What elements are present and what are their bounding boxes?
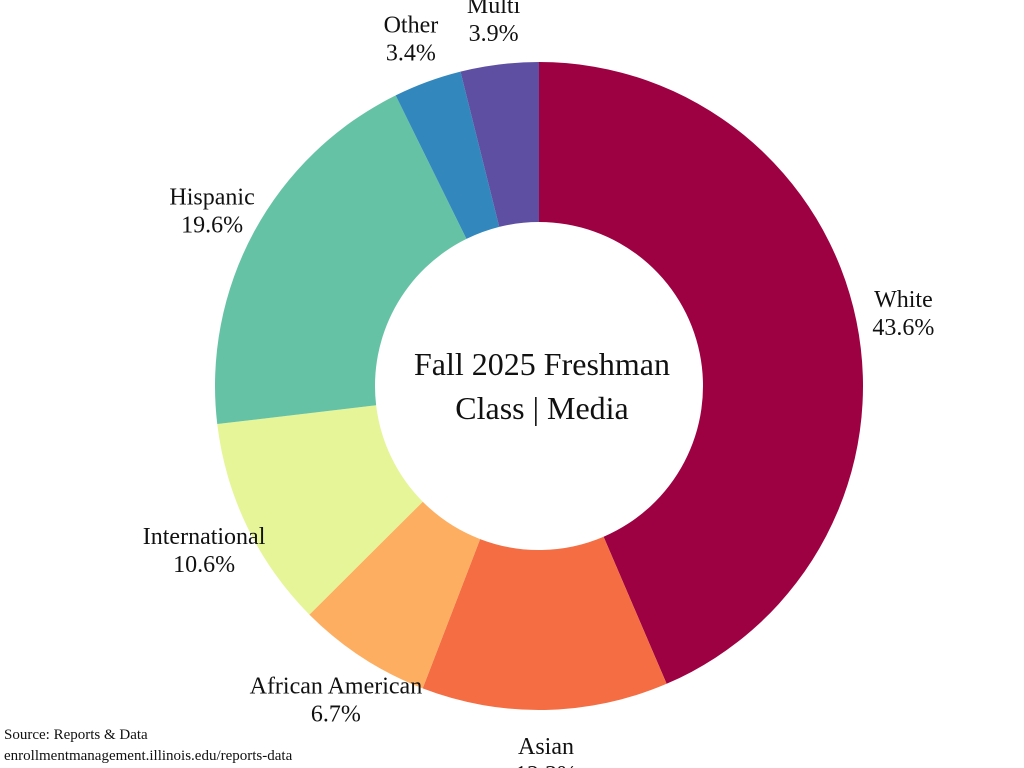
slice-value-label: 19.6% xyxy=(181,212,243,238)
slice-name-label: International xyxy=(143,524,266,550)
slice-hispanic xyxy=(215,95,467,425)
slice-name-label: Asian xyxy=(518,734,574,760)
slice-value-label: 12.3% xyxy=(515,762,577,768)
slice-name-label: Multi xyxy=(467,0,521,19)
slice-other xyxy=(395,71,500,239)
slice-value-label: 43.6% xyxy=(872,315,934,341)
slice-name-label: White xyxy=(874,287,933,313)
slice-white xyxy=(539,62,863,684)
slice-name-label: African American xyxy=(250,674,423,700)
source-url: enrollmentmanagement.illinois.edu/report… xyxy=(4,748,293,764)
slices-group xyxy=(215,62,863,710)
slice-value-label: 10.6% xyxy=(173,552,235,578)
chart-title-line-2: Class | Media xyxy=(455,390,629,426)
slice-asian xyxy=(422,536,667,710)
slice-name-label: Hispanic xyxy=(169,184,254,210)
slice-value-label: 6.7% xyxy=(311,702,361,728)
slice-multi xyxy=(460,62,539,227)
chart-title-line-1: Fall 2025 Freshman xyxy=(414,346,670,382)
source-label: Source: Reports & Data xyxy=(4,727,148,743)
slice-value-label: 3.9% xyxy=(469,21,519,47)
slice-value-label: 3.4% xyxy=(386,41,436,67)
slice-african-american xyxy=(309,501,481,689)
slice-name-label: Other xyxy=(384,13,439,39)
slice-international xyxy=(217,405,423,615)
